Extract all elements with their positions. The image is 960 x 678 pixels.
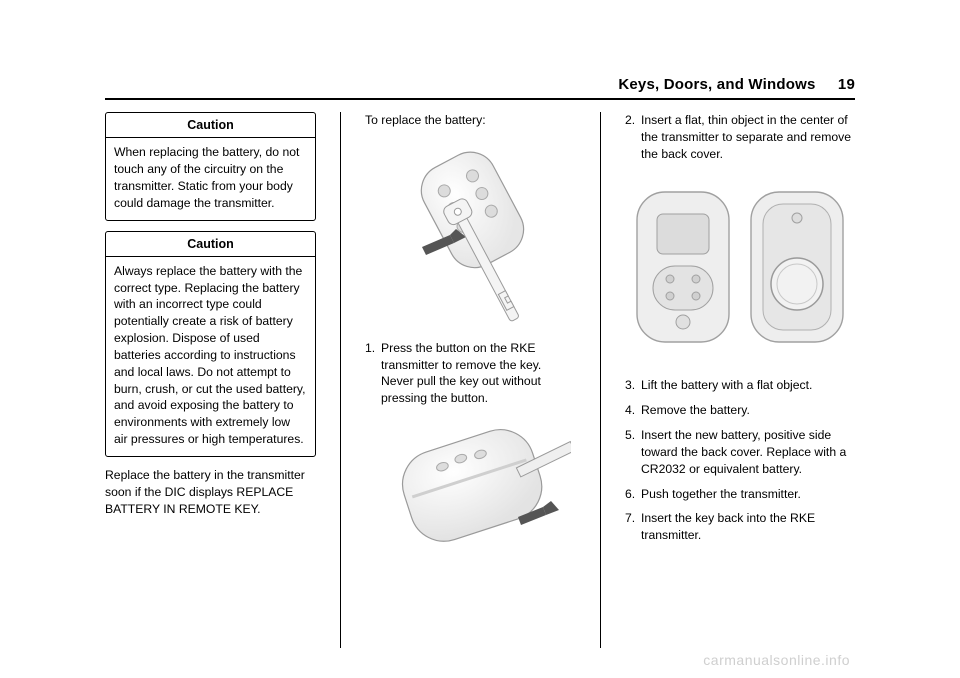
step-text: Press the button on the RKE transmitter … [381,340,576,407]
column-separator [600,112,601,648]
manual-page: Keys, Doors, and Windows 19 Caution When… [0,0,960,678]
fob-pry-svg [371,415,571,565]
running-head: Keys, Doors, and Windows 19 [618,76,855,93]
step-text: Push together the transmitter. [641,486,801,503]
content-columns: Caution When replacing the battery, do n… [105,112,855,648]
step-number: 5. [625,427,641,477]
caution-body: Always replace the battery with the corr… [106,257,315,456]
step-text: Insert the key back into the RKE transmi… [641,510,855,544]
column-2: To replace the battery: [365,112,576,648]
lead-text: To replace the battery: [365,112,576,129]
column-1: Caution When replacing the battery, do n… [105,112,316,648]
step-number: 4. [625,402,641,419]
fob-key-svg [376,135,566,330]
caution-box-2: Caution Always replace the battery with … [105,231,316,457]
step-number: 1. [365,340,381,407]
step-list: 1. Press the button on the RKE transmitt… [365,340,576,407]
step-5: 5. Insert the new battery, positive side… [625,427,855,477]
figure-fob-halves [625,180,855,355]
step-number: 7. [625,510,641,544]
header-rule [105,98,855,100]
watermark: carmanualsonline.info [703,652,850,668]
step-2: 2. Insert a flat, thin object in the cen… [625,112,855,162]
step-text: Remove the battery. [641,402,750,419]
caution-title: Caution [106,113,315,138]
caution-body: When replacing the battery, do not touch… [106,138,315,219]
step-text: Insert the new battery, positive side to… [641,427,855,477]
step-number: 6. [625,486,641,503]
fob-halves-svg [625,180,855,355]
step-number: 2. [625,112,641,162]
caution-title: Caution [106,232,315,257]
column-3: 2. Insert a flat, thin object in the cen… [625,112,855,648]
figure-fob-remove-key [365,135,576,330]
step-4: 4. Remove the battery. [625,402,855,419]
step-3: 3. Lift the battery with a flat object. [625,377,855,394]
figure-fob-pry-open [365,415,576,565]
step-list-cont: 3. Lift the battery with a flat object. … [625,377,855,544]
column-separator [340,112,341,648]
step-text: Lift the battery with a flat object. [641,377,812,394]
step-6: 6. Push together the transmitter. [625,486,855,503]
caution-box-1: Caution When replacing the battery, do n… [105,112,316,221]
step-list: 2. Insert a flat, thin object in the cen… [625,112,855,162]
page-number: 19 [838,76,855,93]
step-1: 1. Press the button on the RKE transmitt… [365,340,576,407]
step-7: 7. Insert the key back into the RKE tran… [625,510,855,544]
step-number: 3. [625,377,641,394]
step-text: Insert a flat, thin object in the center… [641,112,855,162]
chapter-title: Keys, Doors, and Windows [618,76,815,93]
replace-note: Replace the battery in the transmitter s… [105,467,316,517]
